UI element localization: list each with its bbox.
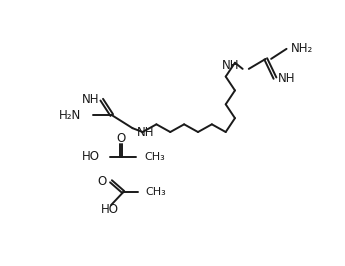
- Text: NH₂: NH₂: [290, 42, 313, 55]
- Text: NH: NH: [278, 72, 296, 85]
- Text: HO: HO: [100, 202, 118, 215]
- Text: NH: NH: [82, 93, 99, 106]
- Text: CH₃: CH₃: [146, 187, 166, 197]
- Text: H₂N: H₂N: [59, 109, 81, 122]
- Text: O: O: [116, 132, 126, 146]
- Text: CH₃: CH₃: [144, 152, 165, 162]
- Text: NH: NH: [136, 126, 154, 139]
- Text: HO: HO: [82, 150, 100, 163]
- Text: NH: NH: [222, 59, 239, 72]
- Text: O: O: [97, 175, 106, 188]
